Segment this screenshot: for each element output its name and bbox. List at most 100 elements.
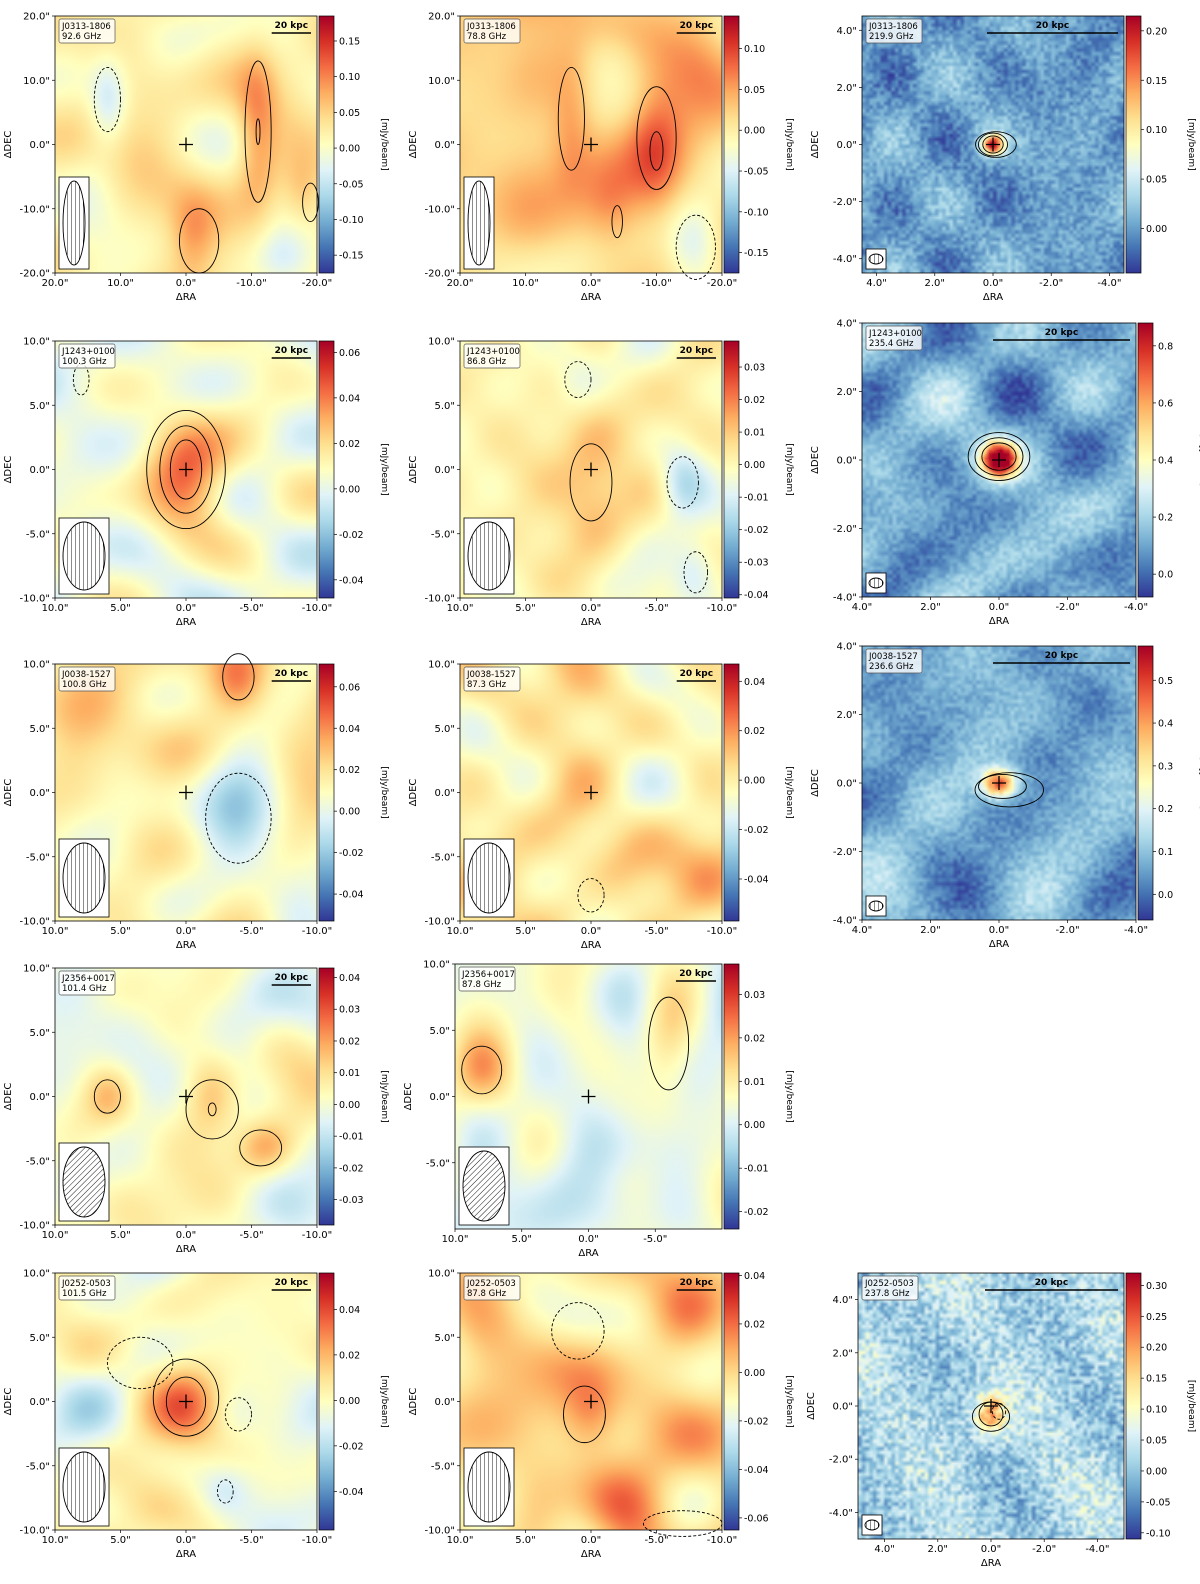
y-tick-label: 4.0" xyxy=(836,26,857,37)
x-tick-label: 0.0" xyxy=(578,1234,599,1245)
quasar-position-cross xyxy=(992,776,1006,790)
contours xyxy=(975,131,1017,158)
colorbar-tick-label: -0.04 xyxy=(744,874,769,885)
positive-contour xyxy=(648,996,690,1091)
x-tick-label: -10.0" xyxy=(641,278,671,289)
y-tick-label: -4.0" xyxy=(829,1508,853,1519)
x-tick-label: -5.0" xyxy=(239,603,263,614)
y-axis-label: ΔDEC xyxy=(810,131,821,159)
source-name: J0252-0503 xyxy=(864,1279,914,1289)
beam-inset xyxy=(58,1142,110,1222)
colorbar-tick-label: 0.00 xyxy=(339,484,360,495)
map-svg: 10.0" 5.0" 0.0" -5.0" -10.0"10.0"5.0"0.0"-5.… xyxy=(408,660,794,952)
source-name: J0252-0503 xyxy=(466,1279,516,1289)
y-tick-label: -5.0" xyxy=(426,1158,450,1169)
colorbar-tick-label: 0.15 xyxy=(1146,76,1167,87)
scale-bar: 20 kpc xyxy=(987,21,1118,34)
contours xyxy=(551,1302,723,1537)
contours xyxy=(93,1079,283,1167)
y-tick-label: 10.0" xyxy=(428,1269,455,1280)
colorbar-tick-label: 0.1 xyxy=(1158,847,1173,858)
positive-contour xyxy=(981,442,1017,471)
negative-contour xyxy=(93,66,121,133)
colorbar-tick-label: 0.06 xyxy=(339,682,360,693)
colorbar-tick-label: -0.04 xyxy=(339,575,364,586)
y-tick-label: 0.0" xyxy=(29,140,50,151)
colorbar-tick-label: -0.02 xyxy=(744,825,769,836)
y-tick-label: 10.0" xyxy=(23,337,50,348)
negative-contour xyxy=(205,772,272,864)
source-name: J2356+0017 xyxy=(461,970,515,980)
beam-ellipse xyxy=(62,180,86,266)
colorbar-tick-label: -0.03 xyxy=(744,558,769,569)
colorbar-tick-label: -0.04 xyxy=(339,890,364,901)
positive-contour xyxy=(244,60,272,203)
colorbar-tick-label: 0.0 xyxy=(1158,570,1173,581)
x-tick-label: -2.0" xyxy=(1055,602,1079,613)
beam-inset xyxy=(865,895,887,917)
beam-ellipse xyxy=(467,180,491,266)
colorbar-tick-label: -0.02 xyxy=(339,1163,364,1174)
panel-j0038-1527-87-3-ghz: 10.0" 5.0" 0.0" -5.0" -10.0" 10.0" 5.0" 0.0" -5.… xyxy=(408,660,794,957)
colorbar-label: [mJy/beam] xyxy=(784,118,794,170)
y-axis-label: ΔDEC xyxy=(806,1392,817,1420)
colorbar-tick-label: 0.00 xyxy=(744,1368,765,1379)
source-name: J1243+0100 xyxy=(868,329,922,339)
beam-ellipse xyxy=(62,1146,106,1218)
beam-inset xyxy=(58,838,110,918)
positive-contour xyxy=(185,1079,239,1140)
contours xyxy=(205,653,272,864)
colorbar xyxy=(723,663,740,922)
positive-contour xyxy=(207,1102,217,1117)
y-tick-label: 10.0" xyxy=(428,660,455,671)
positive-contour xyxy=(255,118,261,145)
scale-bar-label: 20 kpc xyxy=(679,969,712,979)
y-tick-label: 0.0" xyxy=(29,788,50,799)
colorbar-label: [mJy/beam] xyxy=(1198,757,1200,809)
x-tick-label: 0.0" xyxy=(581,1535,602,1546)
x-axis-label: ΔRA xyxy=(581,940,601,951)
y-axis-label: ΔDEC xyxy=(3,456,14,484)
x-tick-label: -4.0" xyxy=(1085,1544,1109,1555)
x-tick-label: -5.0" xyxy=(239,926,263,937)
x-tick-label: -5.0" xyxy=(644,1535,668,1546)
beam-inset xyxy=(58,176,90,270)
x-tick-label: -5.0" xyxy=(239,1230,263,1241)
x-tick-label: 5.0" xyxy=(110,1535,131,1546)
x-axis-label: ΔRA xyxy=(983,292,1003,303)
y-tick-label: 2.0" xyxy=(836,710,857,721)
colorbar-tick-label: 0.04 xyxy=(744,677,765,688)
scale-bar-label: 20 kpc xyxy=(680,1278,713,1288)
beam-ellipse xyxy=(467,521,511,591)
colorbar xyxy=(723,1272,740,1531)
colorbar-tick-label: 0.01 xyxy=(744,1077,765,1088)
panel-j0038-1527-100-8-ghz: 10.0" 5.0" 0.0" -5.0" -10.0" 10.0" 5.0" 0.0" -5.… xyxy=(3,653,389,957)
panel-j1243+0100-100-3-ghz: 10.0" 5.0" 0.0" -5.0" -10.0" 10.0" 5.0" 0.0" -5.… xyxy=(3,337,389,634)
frequency: 87.8 GHz xyxy=(462,980,502,990)
y-tick-label: 2.0" xyxy=(836,387,857,398)
scale-bar-label: 20 kpc xyxy=(1036,21,1069,31)
colorbar xyxy=(318,1272,335,1531)
scale-bar: 20 kpc xyxy=(993,651,1130,664)
colorbar-tick-label: -0.05 xyxy=(339,179,364,190)
negative-contour xyxy=(666,456,699,509)
contours xyxy=(106,1336,252,1504)
colorbar-tick-label: -0.15 xyxy=(339,251,364,262)
x-tick-label: -10.0" xyxy=(302,926,332,937)
colorbar-tick-label: 0.4 xyxy=(1158,456,1173,467)
y-tick-label: 5.0" xyxy=(429,1026,450,1037)
x-tick-label: 5.0" xyxy=(515,926,536,937)
y-tick-label: -10.0" xyxy=(425,204,455,215)
positive-contour xyxy=(239,1129,283,1167)
colorbar-tick-label: 0.00 xyxy=(339,1396,360,1407)
y-tick-label: -10.0" xyxy=(20,594,50,605)
positive-contour xyxy=(569,443,613,522)
scale-bar-label: 20 kpc xyxy=(680,21,713,31)
y-tick-label: 4.0" xyxy=(836,319,857,330)
map-svg: 10.0" 5.0" 0.0" -5.0" -10.0"10.0"5.0"0.0"-5.… xyxy=(3,653,389,951)
beam-inset xyxy=(458,1146,510,1226)
colorbar-tick-label: 0.6 xyxy=(1158,398,1173,409)
y-axis-label: ΔDEC xyxy=(408,779,419,807)
x-axis-label: ΔRA xyxy=(176,1244,196,1255)
